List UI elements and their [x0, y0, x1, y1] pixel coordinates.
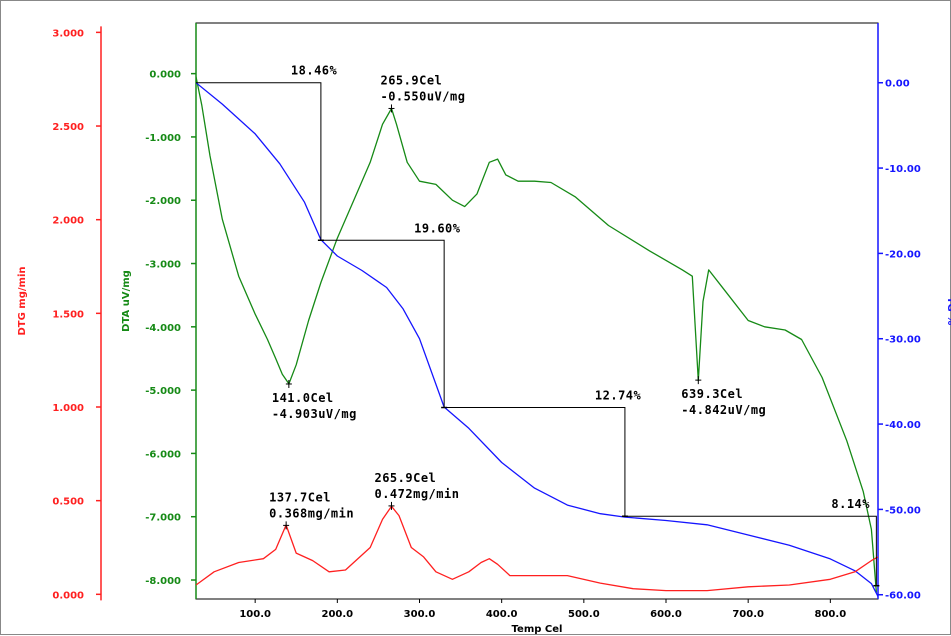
dta-tick-label: -7.000 — [145, 513, 181, 524]
tg-tick-label: -30.00 — [885, 335, 921, 346]
dtg-tick-label: 1.500 — [52, 309, 84, 320]
x-tick-label: 500.0 — [568, 609, 600, 620]
dtg-axis-title: DTG mg/min — [17, 266, 28, 335]
tg-tick-label: -10.00 — [885, 164, 921, 175]
dta-series-line — [196, 76, 878, 593]
dtg-peak-265-temp: 265.9Cel — [374, 471, 436, 485]
step-4-label: 8.14% — [831, 497, 870, 511]
dta-tick-label: -6.000 — [145, 449, 181, 460]
step-1-label: 18.46% — [291, 64, 338, 78]
dta-tick-label: 0.000 — [149, 70, 181, 81]
dtg-peak-137-value: 0.368mg/min — [269, 506, 354, 520]
tg-axis-title: TG % — [945, 297, 951, 326]
dta-peak-141-value: -4.903uV/mg — [272, 407, 357, 421]
tg-tick-label: -50.00 — [885, 505, 921, 516]
x-tick-label: 100.0 — [239, 609, 271, 620]
tg-tick-label: -20.00 — [885, 249, 921, 260]
dtg-tick-label: 0.500 — [52, 497, 84, 508]
step-2-bracket — [320, 239, 445, 408]
x-tick-label: 600.0 — [650, 609, 682, 620]
tg-tick-label: -40.00 — [885, 420, 921, 431]
step-4-bracket — [624, 515, 877, 586]
step-3-label: 12.74% — [595, 389, 642, 403]
dta-peak-639-temp: 639.3Cel — [681, 387, 743, 401]
dta-peak-265-temp: 265.9Cel — [380, 73, 442, 87]
dtg-peak-265-value: 0.472mg/min — [374, 487, 459, 501]
dta-tick-label: -2.000 — [145, 196, 181, 207]
dtg-tick-label: 1.000 — [52, 403, 84, 414]
x-tick-label: 700.0 — [732, 609, 764, 620]
dta-tick-label: -5.000 — [145, 386, 181, 397]
dta-tick-label: -1.000 — [145, 133, 181, 144]
dtg-tick-label: 2.000 — [52, 216, 84, 227]
dta-peak-639-value: -4.842uV/mg — [681, 403, 766, 417]
x-tick-label: 800.0 — [815, 609, 847, 620]
dta-tick-label: -4.000 — [145, 323, 181, 334]
dta-tick-label: -8.000 — [145, 576, 181, 587]
x-tick-label: 300.0 — [404, 609, 436, 620]
dtg-tick-label: 0.000 — [52, 590, 84, 601]
step-3-bracket — [444, 407, 626, 517]
dtg-tick-label: 3.000 — [52, 28, 84, 39]
dta-tick-label: -3.000 — [145, 260, 181, 271]
tg-series-line — [196, 82, 878, 597]
dta-peak-265-value: -0.550uV/mg — [380, 89, 465, 103]
dta-peak-141-temp: 141.0Cel — [272, 391, 334, 405]
dtg-tick-label: 2.500 — [52, 122, 84, 133]
x-tick-label: 200.0 — [322, 609, 354, 620]
x-axis-title: Temp Cel — [512, 624, 563, 635]
x-tick-label: 400.0 — [486, 609, 518, 620]
dta-axis-title: DTA uV/mg — [121, 270, 132, 332]
dtg-peak-137-temp: 137.7Cel — [269, 490, 331, 504]
dtg-series-line — [196, 505, 878, 592]
step-1-bracket — [196, 82, 322, 241]
tg-tick-label: 0.00 — [885, 79, 910, 90]
tg-tick-label: -60.00 — [885, 591, 921, 602]
step-2-label: 19.60% — [414, 221, 461, 235]
